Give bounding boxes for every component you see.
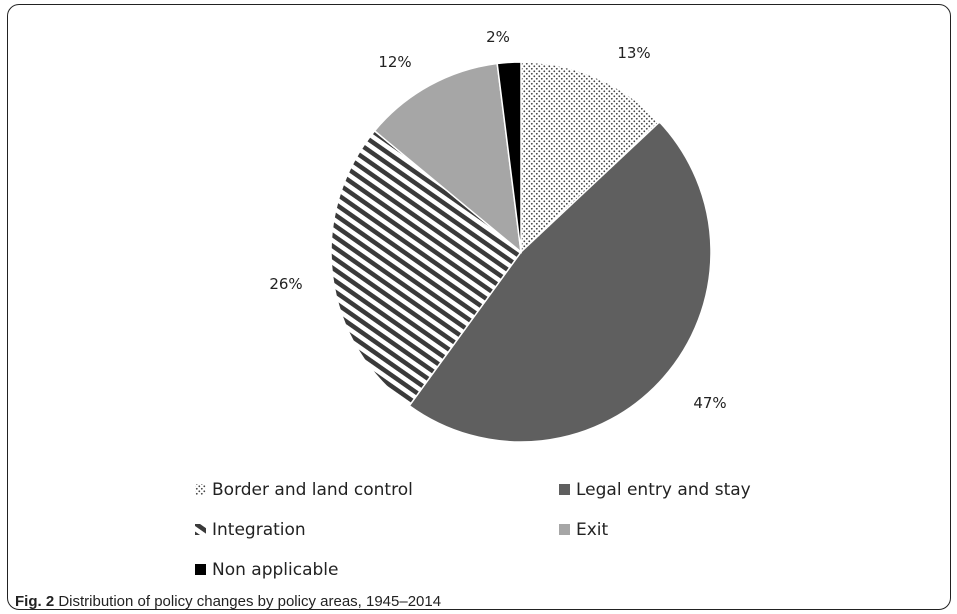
percent-label-non-applicable: 2%: [486, 28, 510, 46]
legend-swatch-border-and-land-control: [195, 484, 206, 495]
legend-swatch-exit: [559, 524, 570, 535]
percent-label-integration: 26%: [269, 275, 302, 293]
percent-labels: 13% 47% 26% 12% 2%: [269, 28, 726, 412]
pie-slices: [330, 61, 712, 443]
legend-label-non-applicable: Non applicable: [212, 560, 338, 580]
legend-label-legal-entry-and-stay: Legal entry and stay: [576, 480, 751, 500]
pie-slice-legal-entry-and-stay: [408, 120, 712, 443]
legend-swatch-integration: [195, 524, 206, 535]
legend: Border and land control Legal entry and s…: [195, 480, 751, 580]
figure-caption: Fig. 2 Distribution of policy changes by…: [15, 593, 442, 610]
percent-label-border-and-land-control: 13%: [617, 44, 650, 62]
pie-slice-non-applicable: [496, 61, 522, 253]
percent-label-exit: 12%: [378, 53, 411, 71]
legend-swatch-non-applicable: [195, 564, 206, 575]
chart-frame: 13% 47% 26% 12% 2% Border and land control Le…: [7, 4, 951, 610]
percent-label-legal-entry-and-stay: 47%: [693, 394, 726, 412]
figure-caption-text: Distribution of policy changes by policy…: [54, 593, 442, 610]
pie-slice-integration: [330, 129, 523, 407]
legend-label-exit: Exit: [576, 520, 609, 540]
figure-label: Fig. 2: [15, 593, 55, 610]
pie-slice-exit: [373, 62, 522, 254]
pie-chart: 13% 47% 26% 12% 2% Border and land control Le…: [195, 28, 751, 580]
legend-label-border-and-land-control: Border and land control: [212, 480, 413, 500]
legend-label-integration: Integration: [212, 520, 306, 540]
legend-swatch-legal-entry-and-stay: [559, 484, 570, 495]
pie-slice-border-and-land-control: [520, 61, 661, 254]
